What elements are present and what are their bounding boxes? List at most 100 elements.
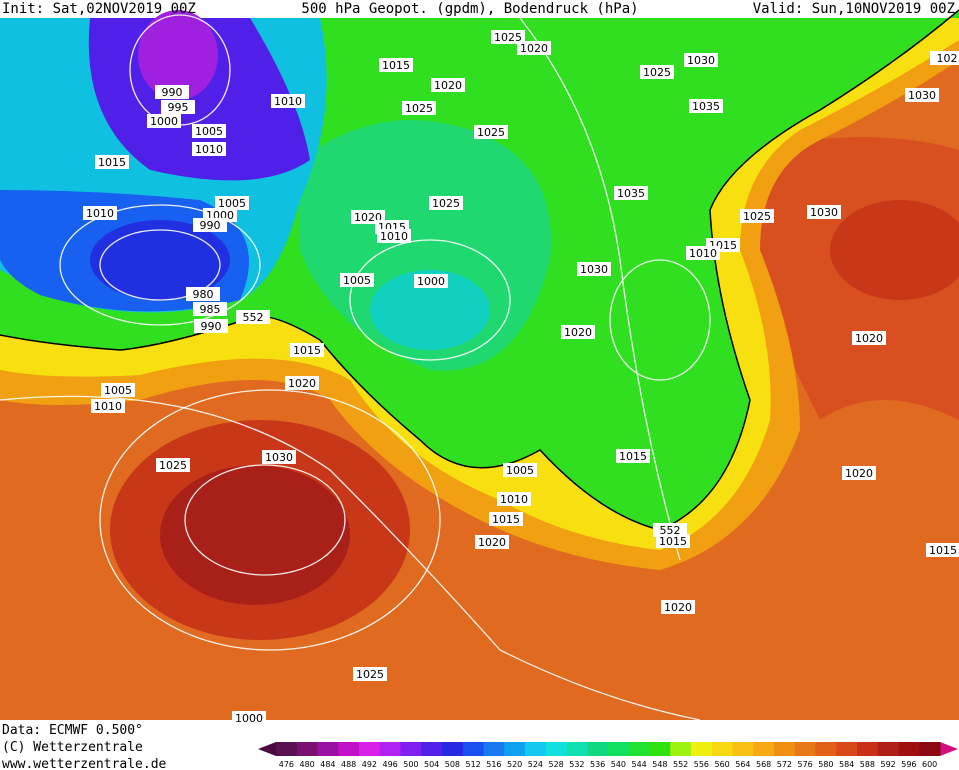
isobar-label: 1035 bbox=[617, 187, 645, 200]
colorbar-label: 548 bbox=[652, 760, 667, 769]
isobar-label: 1025 bbox=[432, 197, 460, 210]
label-box bbox=[474, 125, 508, 139]
label-box bbox=[807, 205, 841, 219]
colorbar-label: 568 bbox=[756, 760, 771, 769]
isobar-label: 1025 bbox=[159, 459, 187, 472]
colorbar-label: 596 bbox=[901, 760, 916, 769]
colorbar-label: 592 bbox=[880, 760, 895, 769]
colorbar-label: 540 bbox=[611, 760, 626, 769]
label-box bbox=[147, 114, 181, 128]
label-box bbox=[156, 458, 190, 472]
colorbar-label: 480 bbox=[299, 760, 314, 769]
label-box bbox=[614, 186, 648, 200]
isobar-label: 1030 bbox=[580, 263, 608, 276]
isobar-label: 1025 bbox=[356, 668, 384, 681]
label-box bbox=[489, 512, 523, 526]
label-box bbox=[194, 319, 228, 333]
label-box bbox=[285, 376, 319, 390]
colorbar-label: 576 bbox=[797, 760, 812, 769]
colorbar-swatch bbox=[608, 742, 630, 756]
colorbar-swatch bbox=[836, 742, 858, 756]
colorbar-swatch bbox=[649, 742, 671, 756]
isobar-label: 1020 bbox=[664, 601, 692, 614]
colorbar-label: 484 bbox=[320, 760, 335, 769]
colorbar-swatch bbox=[359, 742, 381, 756]
isobar-label: 1020 bbox=[845, 467, 873, 480]
label-box bbox=[192, 142, 226, 156]
colorbar-swatch bbox=[276, 742, 298, 756]
colorbar-swatch bbox=[732, 742, 754, 756]
isobar-label: 1010 bbox=[274, 95, 302, 108]
label-box bbox=[577, 262, 611, 276]
colorbar-label: 588 bbox=[860, 760, 875, 769]
isobar-label: 1005 bbox=[343, 274, 371, 287]
colorbar-label: 572 bbox=[777, 760, 792, 769]
isobar-label: 1020 bbox=[520, 42, 548, 55]
isobar-label: 1000 bbox=[150, 115, 178, 128]
label-box bbox=[101, 383, 135, 397]
label-box bbox=[689, 99, 723, 113]
map-title: 500 hPa Geopot. (gpdm), Bodendruck (hPa) bbox=[301, 1, 638, 17]
isobar-label: 1005 bbox=[506, 464, 534, 477]
label-box bbox=[232, 711, 266, 725]
colorbar-label: 532 bbox=[569, 760, 584, 769]
isobar-label: 1010 bbox=[689, 247, 717, 260]
label-box bbox=[83, 206, 117, 220]
isobar-label: 1025 bbox=[477, 126, 505, 139]
colorbar-label: 516 bbox=[486, 760, 501, 769]
isobar-label: 1020 bbox=[564, 326, 592, 339]
isobar-label: 552 bbox=[660, 524, 681, 537]
isobar-label: 1025 bbox=[743, 210, 771, 223]
colorbar-swatch bbox=[670, 742, 692, 756]
colorbar-label: 560 bbox=[714, 760, 729, 769]
valid-text: Valid: Sun,10NOV2019 00Z bbox=[753, 1, 955, 17]
isobar-label: 1010 bbox=[195, 143, 223, 156]
colorbar-label: 564 bbox=[735, 760, 750, 769]
colorbar-label: 552 bbox=[673, 760, 688, 769]
label-box bbox=[656, 534, 690, 548]
label-box bbox=[926, 543, 959, 557]
isobar-label: 1035 bbox=[692, 100, 720, 113]
colorbar-swatch bbox=[919, 742, 941, 756]
label-box bbox=[930, 51, 959, 65]
isobar-label: 1005 bbox=[218, 197, 246, 210]
label-box bbox=[340, 273, 374, 287]
label-box bbox=[561, 325, 595, 339]
label-box bbox=[186, 287, 220, 301]
label-box bbox=[262, 450, 296, 464]
colorbar-swatch bbox=[774, 742, 796, 756]
isobar-label: 1020 bbox=[855, 332, 883, 345]
init-text: Init: Sat,02NOV2019 00Z bbox=[2, 1, 196, 17]
isobar-label: 1030 bbox=[810, 206, 838, 219]
label-box bbox=[740, 209, 774, 223]
isobar-label: 995 bbox=[168, 101, 189, 114]
isobar-label: 1000 bbox=[235, 712, 263, 725]
label-box bbox=[155, 85, 189, 99]
isobar-label: 1010 bbox=[380, 230, 408, 243]
isobar-label: 1010 bbox=[86, 207, 114, 220]
colorbar-label: 524 bbox=[528, 760, 543, 769]
label-box bbox=[95, 155, 129, 169]
isobar-label: 985 bbox=[200, 303, 221, 316]
label-box bbox=[91, 399, 125, 413]
isobar-label: 1015 bbox=[293, 344, 321, 357]
isobar-label: 1020 bbox=[434, 79, 462, 92]
colorbar-swatch bbox=[525, 742, 547, 756]
label-box bbox=[684, 53, 718, 67]
label-box bbox=[290, 343, 324, 357]
label-box bbox=[414, 274, 448, 288]
colorbar-swatch bbox=[379, 742, 401, 756]
isobar-label: 1015 bbox=[98, 156, 126, 169]
colorbar-swatch bbox=[462, 742, 484, 756]
website: www.wetterzentrale.de bbox=[2, 757, 167, 770]
colorbar-label: 544 bbox=[631, 760, 646, 769]
isobar-label: 1025 bbox=[405, 102, 433, 115]
colorbar-swatch bbox=[628, 742, 650, 756]
colorbar-label: 492 bbox=[362, 760, 377, 769]
isobar-label: 1030 bbox=[687, 54, 715, 67]
colorbar-label: 556 bbox=[694, 760, 709, 769]
isobar-label: 1025 bbox=[494, 31, 522, 44]
